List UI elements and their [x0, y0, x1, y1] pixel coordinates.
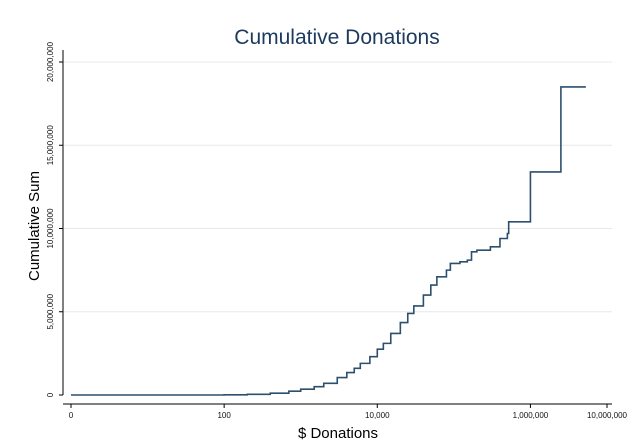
- y-tick-label: 10,000,000: [46, 208, 55, 249]
- series-layer: [71, 86, 586, 396]
- y-tick-label: 0: [46, 392, 55, 397]
- y-tick-label: 15,000,000: [46, 125, 55, 166]
- x-tick-label: 0: [69, 411, 74, 420]
- y-axis-title: Cumulative Sum: [26, 171, 43, 281]
- chart-title: Cumulative Donations: [234, 26, 439, 49]
- x-tick-label: 100: [217, 411, 231, 420]
- axis-ticks: 0 5,000,000 10,000,000 15,000,000 20,000,000…: [46, 41, 628, 420]
- x-tick-label: 10,000: [365, 411, 390, 420]
- x-axis-title: $ Donations: [298, 425, 378, 442]
- axes: [62, 50, 612, 405]
- grid-lines: [64, 61, 612, 313]
- cumulative-sum-line: [71, 86, 586, 396]
- x-tick-label: 10,000,000: [587, 411, 628, 420]
- x-tick-label: 1,000,000: [513, 411, 549, 420]
- y-tick-label: 5,000,000: [46, 293, 55, 329]
- y-tick-label: 20,000,000: [46, 41, 55, 82]
